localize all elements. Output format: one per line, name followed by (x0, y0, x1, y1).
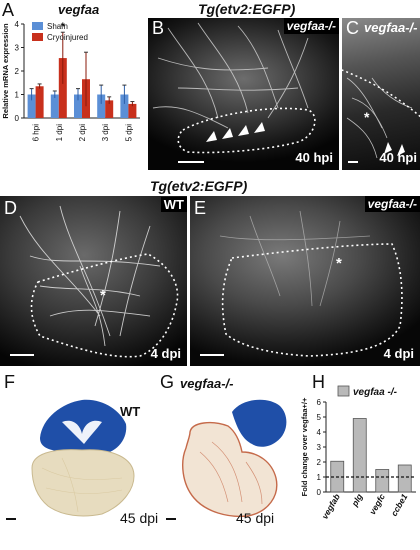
chart-a-y-tick-label: 2 (15, 67, 20, 76)
panel-g-time: 45 dpi (236, 510, 275, 526)
panel-e-scale-bar (200, 354, 224, 356)
panel-c-genotype: vegfaa-/- (364, 20, 418, 35)
panel-e-time: 4 dpi (383, 346, 414, 361)
chart-a-y-tick-label: 1 (15, 91, 20, 100)
chart-a-x-tick-label: 5 dpi (124, 124, 133, 142)
chart-a-significance: * (61, 21, 66, 33)
panel-e-vessels: * (219, 210, 403, 357)
panel-e-injury-outline (221, 243, 403, 357)
chart-a-y-axis-label: Relative mRNA expression (1, 23, 10, 119)
panel-d-time: 4 dpi (150, 346, 181, 361)
panel-b-label: B (152, 18, 165, 38)
panel-d-label: D (4, 198, 17, 218)
chart-h: 0 1 2 3 4 5 6 Fold change over vegfaa+/+ vegfab p… (300, 385, 416, 521)
chart-h-y-tick-label: 3 (317, 443, 322, 452)
chart-h-y-tick-label: 1 (317, 473, 322, 482)
panel-d-vessels: * (19, 205, 179, 358)
panel-f-scale-bar (6, 518, 16, 520)
chart-a-y-tick-label: 3 (15, 44, 20, 53)
chart-h-bar (375, 469, 390, 493)
panel-d-image: * D WT 4 dpi (0, 196, 187, 366)
panel-b-scale-bar (178, 161, 204, 163)
chart-h-y-tick-label: 0 (317, 488, 322, 497)
chart-h-y-tick-label: 5 (317, 413, 322, 422)
chart-a-x-tick-label: 3 dpi (101, 124, 110, 142)
header-top-transgene: Tg(etv2:EGFP) (198, 1, 296, 17)
panel-e-image: * E vegfaa-/- 4 dpi (190, 196, 420, 366)
header-middle-transgene: Tg(etv2:EGFP) (150, 178, 248, 194)
panel-b-arrowheads (206, 122, 265, 142)
panel-d-scale-bar (10, 354, 34, 356)
chart-h-legend-label: vegfaa -/- (353, 387, 398, 398)
chart-h-x-tick-label: vegfc (367, 492, 387, 516)
panel-e-label: E (194, 198, 207, 218)
panel-g-heart-section (182, 399, 287, 518)
chart-a-title: vegfaa (58, 2, 100, 17)
panel-c-asterisk: * (364, 109, 370, 125)
chart-h-y-tick-label: 2 (317, 458, 322, 467)
panel-d-injury-outline (30, 253, 179, 358)
chart-a-bar-cryo (58, 58, 67, 118)
chart-a-legend-swatch (32, 33, 43, 41)
panel-f-label: F (4, 372, 15, 392)
chart-a-bar-cryo (128, 103, 137, 118)
chart-a-bar-sham (27, 94, 36, 118)
chart-a-x-tick-label: 1 dpi (55, 124, 64, 142)
chart-h-x-tick-label: vegfab (320, 492, 342, 521)
panel-b-vessels (152, 22, 316, 154)
panel-f-heart-section (31, 399, 135, 517)
panel-f-time: 45 dpi (120, 510, 159, 526)
chart-h-y-tick-label: 6 (317, 398, 322, 407)
panel-b-injury-outline (177, 107, 316, 154)
panel-c-scale-bar (348, 161, 358, 163)
chart-a-bar-sham (74, 94, 82, 118)
chart-a-x-tick-label: 2 dpi (78, 124, 87, 142)
chart-h-legend-swatch (337, 385, 350, 397)
panel-c-vessels: * (342, 69, 420, 159)
chart-a-legend-label: Cryoinjured (47, 33, 88, 42)
panel-c-label: C (346, 18, 359, 38)
chart-a: 0 1 2 3 4 Relative mRNA expression 6 hpi 1 dpi 2… (1, 20, 140, 142)
panel-c-image: * C vegfaa-/- 40 hpi (342, 18, 420, 170)
panel-e-asterisk: * (336, 255, 342, 272)
panel-d-genotype: WT (160, 197, 187, 212)
chart-a-bar-cryo (105, 100, 114, 118)
panel-c-time: 40 hpi (379, 150, 417, 165)
chart-h-y-tick-label: 4 (317, 428, 322, 437)
chart-a-bar-sham (97, 94, 106, 118)
panel-b-genotype: vegfaa-/- (283, 18, 339, 34)
chart-a-x-tick-label: 6 hpi (32, 124, 41, 142)
chart-a-bar-sham (50, 94, 59, 118)
chart-h-bar (352, 418, 367, 493)
panel-b-image: B vegfaa-/- 40 hpi (148, 18, 339, 170)
panel-h-label: H (312, 372, 325, 392)
panel-g-scale-bar (166, 518, 176, 520)
chart-a-legend-swatch (32, 22, 43, 30)
panel-d-asterisk: * (100, 287, 106, 304)
panel-g-genotype: vegfaa-/- (180, 376, 234, 391)
chart-h-x-tick-label: ccbe1 (389, 492, 410, 518)
chart-a-bar-cryo (35, 86, 44, 118)
chart-h-x-tick-label: plg (349, 491, 365, 509)
chart-h-bar (397, 464, 412, 493)
panel-f-genotype: WT (120, 404, 141, 419)
panel-e-genotype: vegfaa-/- (364, 196, 420, 212)
panel-b-time: 40 hpi (295, 150, 333, 165)
chart-a-bar-sham (120, 94, 129, 118)
chart-a-legend-label: Sham (47, 22, 68, 31)
chart-h-y-axis-label: Fold change over vegfaa+/+ (300, 397, 309, 496)
chart-a-y-tick-label: 0 (15, 114, 20, 123)
panel-a-label: A (2, 0, 15, 20)
panel-g-label: G (160, 372, 175, 392)
chart-a-y-tick-label: 4 (15, 20, 20, 29)
